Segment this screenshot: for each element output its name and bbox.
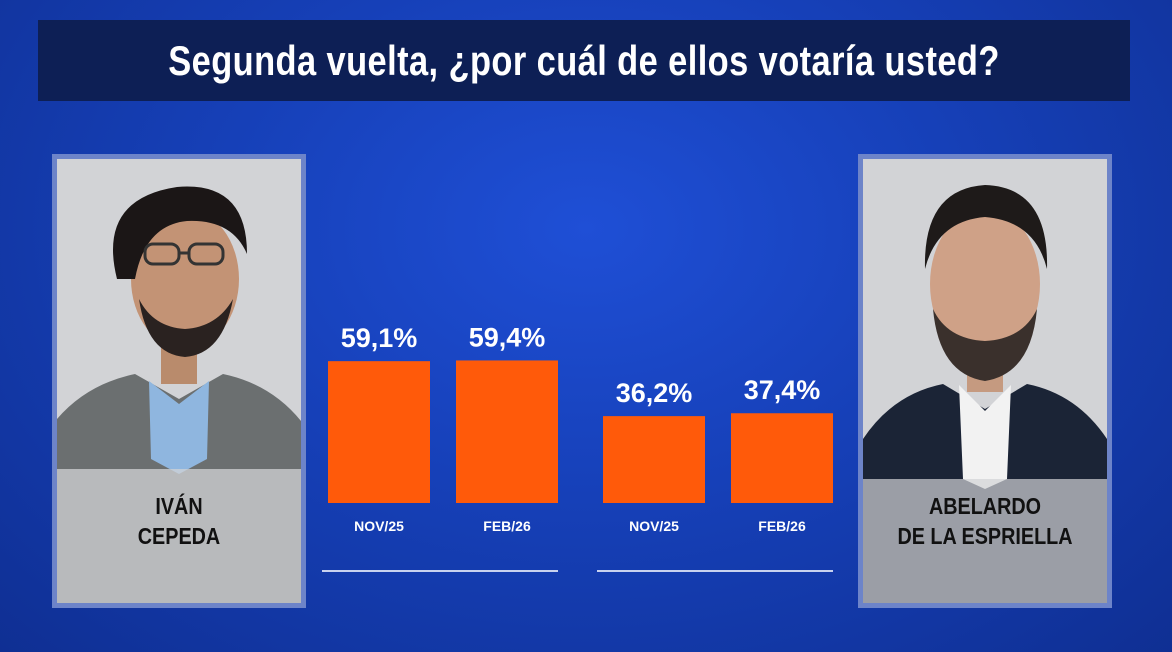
portrait-cepeda: [57, 159, 301, 603]
candidate-name-cepeda: IVÁN CEPEDA: [74, 491, 284, 551]
category-label-1-0: NOV/25: [629, 518, 679, 534]
bar-1-1: [731, 413, 833, 503]
candidate-card-cepeda: IVÁN CEPEDA: [52, 154, 306, 608]
candidate-name-espriella: ABELARDO DE LA ESPRIELLA: [880, 491, 1090, 551]
candidate-name-line2: CEPEDA: [137, 523, 221, 549]
chart-title: Segunda vuelta, ¿por cuál de ellos votar…: [168, 36, 1000, 84]
candidate-name-line1: ABELARDO: [928, 493, 1042, 519]
category-label-1-1: FEB/26: [758, 518, 806, 534]
candidate-card-espriella: ABELARDO DE LA ESPRIELLA: [858, 154, 1112, 608]
data-label-1-1: 37,4%: [744, 375, 821, 405]
candidate-name-line1: IVÁN: [155, 493, 203, 519]
bar-0-0: [328, 361, 430, 503]
bar-1-0: [603, 416, 705, 503]
candidate-name-line2: DE LA ESPRIELLA: [897, 523, 1073, 549]
title-bar: Segunda vuelta, ¿por cuál de ellos votar…: [38, 20, 1130, 101]
category-label-0-1: FEB/26: [483, 518, 531, 534]
portrait-espriella: [863, 159, 1107, 603]
data-label-1-0: 36,2%: [616, 378, 693, 408]
data-label-0-0: 59,1%: [341, 323, 418, 353]
category-label-0-0: NOV/25: [354, 518, 404, 534]
data-label-0-1: 59,4%: [469, 322, 546, 352]
bar-0-1: [456, 360, 558, 503]
